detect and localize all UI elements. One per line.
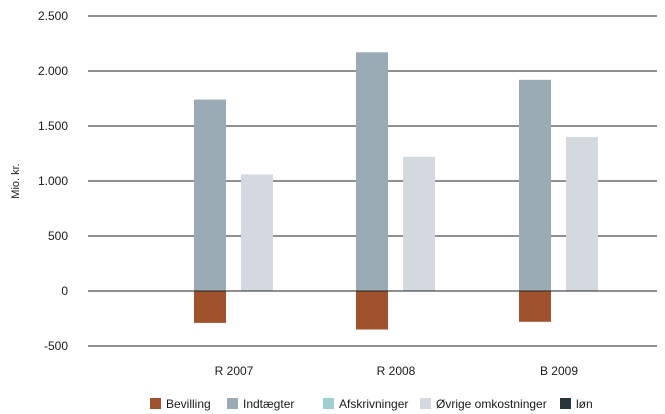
- legend-label: løn: [576, 397, 593, 411]
- y-tick-label: 2.500: [38, 9, 68, 23]
- legend-label: Afskrivninger: [339, 397, 408, 411]
- y-tick-label: 500: [48, 229, 68, 243]
- bar-bevilling-0: [194, 291, 226, 323]
- bar-indtægter-1: [356, 52, 388, 291]
- legend-label: Indtægter: [243, 397, 294, 411]
- bar-øvrige-omkostninger-1: [403, 156, 435, 291]
- bar-øvrige-omkostninger-2: [566, 137, 598, 291]
- legend-swatch: [420, 398, 431, 409]
- category-label: B 2009: [540, 364, 578, 378]
- y-tick-label: 1.000: [38, 174, 68, 188]
- bars: [88, 52, 657, 330]
- bar-øvrige-omkostninger-0: [241, 174, 273, 291]
- category-label: R 2008: [377, 364, 416, 378]
- bar-bevilling-1: [356, 291, 388, 330]
- bar-indtægter-0: [194, 99, 226, 291]
- y-tick-label: 0: [61, 284, 68, 298]
- y-axis-ticks: -500 0 500 1.000 1.500 2.000 2.500: [38, 9, 68, 353]
- bar-bevilling-2: [519, 291, 551, 322]
- legend-swatch: [560, 398, 571, 409]
- legend: Bevilling Indtægter Afskrivninger Øvrige om…: [150, 397, 593, 411]
- y-tick-label: 2.000: [38, 64, 68, 78]
- y-tick-label: -500: [44, 339, 68, 353]
- legend-swatch: [227, 398, 238, 409]
- bar-indtægter-2: [519, 79, 551, 291]
- category-label: R 2007: [215, 364, 254, 378]
- legend-swatch: [323, 398, 334, 409]
- legend-label: Bevilling: [166, 397, 211, 411]
- category-labels: R 2007 R 2008 B 2009: [215, 364, 579, 378]
- legend-label: Øvrige omkostninger: [436, 397, 547, 411]
- y-axis-label: Mio. kr.: [10, 163, 22, 198]
- legend-swatch: [150, 398, 161, 409]
- y-tick-label: 1.500: [38, 119, 68, 133]
